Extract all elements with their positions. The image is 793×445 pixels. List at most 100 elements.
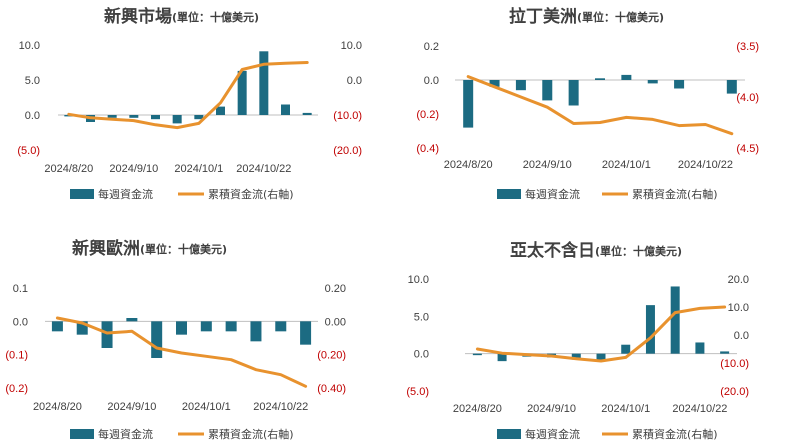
weekly-flow-bar [101, 321, 113, 348]
right-axis-tick-label: 0.00 [325, 316, 346, 328]
right-axis-tick-label: 10.0 [341, 40, 362, 52]
x-axis-tick-label: 2024/8/20 [44, 163, 93, 175]
right-axis-tick-label: 0.20 [325, 283, 346, 295]
weekly-flow-bar [621, 344, 631, 354]
legend-bar-swatch [497, 189, 521, 199]
cumulative-flow-line [67, 61, 309, 130]
left-axis-tick-label: 0.2 [424, 41, 439, 53]
right-axis-tick-label: (0.40) [317, 383, 346, 395]
cumulative-flow-line [475, 305, 727, 363]
legend-line-label: 累積資金流(右軸) [208, 427, 294, 441]
left-axis-tick-label: 0.0 [13, 316, 28, 328]
weekly-flow-bar [542, 80, 553, 101]
weekly-flow-bar [237, 70, 247, 115]
left-axis-tick-label: (0.1) [5, 350, 28, 362]
weekly-flow-bar [463, 80, 474, 128]
x-axis-tick-label: 2024/10/1 [602, 159, 651, 171]
weekly-flow-bar [670, 286, 680, 354]
right-axis-tick-label: (10.0) [720, 358, 749, 370]
legend-bar-swatch [70, 429, 94, 439]
x-axis-tick-label: 2024/9/10 [109, 163, 158, 175]
weekly-flow-bar [302, 112, 312, 115]
right-axis-tick-label: (10.0) [333, 110, 362, 122]
legend-line-label: 累積資金流(右軸) [208, 187, 294, 201]
weekly-flow-bar [200, 321, 212, 332]
weekly-flow-bar [595, 78, 605, 80]
x-axis-tick-label: 2024/10/22 [253, 401, 308, 413]
weekly-flow-bar [515, 80, 526, 91]
x-axis-tick-label: 2024/10/22 [672, 403, 727, 415]
x-axis-tick-label: 2024/8/20 [444, 159, 493, 171]
weekly-flow-bar [76, 321, 88, 335]
left-axis-tick-label: (0.2) [5, 383, 28, 395]
right-axis-tick-label: (3.5) [736, 41, 759, 53]
x-axis-tick-label: 2024/9/10 [107, 401, 156, 413]
weekly-flow-bar [275, 321, 287, 332]
weekly-flow-bar [695, 342, 705, 354]
x-axis-tick-label: 2024/9/10 [523, 159, 572, 171]
x-axis-tick-label: 2024/10/1 [182, 401, 231, 413]
legend-line-label: 累積資金流(右軸) [632, 427, 718, 441]
left-axis-tick-label: (0.4) [416, 143, 439, 155]
chart-svg-asia-pacific-ex-japan: 亞太不含日 (單位：十億美元) 10.0 5.0 0.0 (5.0) 20.0 10.0 0.0… [406, 240, 749, 441]
chart-emerging-europe: 新興歐洲 (單位：十億美元) 0.1 0.0 (0.1) (0.2) 0.20 0.00 (0.… [0, 222, 397, 445]
right-axis-tick-label: 20.0 [728, 274, 749, 286]
legend-bar-label: 每週資金流 [98, 427, 153, 441]
chart-unit: (單位：十億美元) [577, 10, 664, 24]
x-axis-tick-label: 2024/8/20 [453, 403, 502, 415]
weekly-flow-bar [568, 80, 579, 106]
chart-title: 新興歐洲 [72, 238, 140, 259]
weekly-flow-bar [194, 115, 204, 120]
legend-line-label: 累積資金流(右軸) [632, 187, 718, 201]
weekly-flow-bar [300, 321, 312, 345]
weekly-flow-bar [151, 321, 163, 358]
weekly-flow-bar [172, 115, 182, 124]
weekly-flow-bar [259, 51, 269, 115]
left-axis-tick-label: 0.1 [13, 283, 28, 295]
right-axis-tick-label: 0.0 [347, 75, 362, 87]
right-axis-tick-label: 0.0 [734, 330, 749, 342]
weekly-flow-bar [176, 321, 187, 335]
left-axis-tick-label: 0.0 [414, 349, 429, 361]
chart-unit: (單位：十億美元) [595, 244, 682, 258]
legend-bar-label: 每週資金流 [525, 187, 580, 201]
right-axis-tick-label: (20.0) [333, 145, 362, 157]
weekly-flow-bar [107, 115, 117, 118]
chart-svg-latin-america: 拉丁美洲 (單位：十億美元) 0.2 0.0 (0.2) (0.4) (3.5) (4.0) (… [416, 6, 759, 201]
x-axis-tick-label: 2024/8/20 [33, 401, 82, 413]
chart-latin-america: 拉丁美洲 (單位：十億美元) 0.2 0.0 (0.2) (0.4) (3.5) (4.0) (… [397, 0, 793, 222]
left-axis-tick-label: 5.0 [25, 75, 40, 87]
weekly-flow-bar [645, 305, 655, 354]
x-axis-tick-label: 2024/9/10 [527, 403, 576, 415]
left-axis-tick-label: 10.0 [19, 40, 40, 52]
left-axis-tick-label: 0.0 [25, 110, 40, 122]
right-axis-tick-label: (0.20) [317, 350, 346, 362]
weekly-flow-bar [647, 80, 658, 84]
weekly-flow-bar [489, 80, 500, 87]
right-axis-tick-label: (4.0) [736, 92, 759, 104]
right-axis-tick-label: 10.0 [728, 302, 749, 314]
left-axis-tick-label: 5.0 [414, 311, 429, 323]
right-axis-tick-label: (4.5) [736, 143, 759, 155]
x-axis-tick-label: 2024/10/22 [678, 159, 733, 171]
weekly-flow-bar [472, 353, 482, 356]
x-axis-tick-label: 2024/10/1 [174, 163, 223, 175]
cumulative-flow-line [55, 316, 308, 388]
chart-unit: (單位：十億美元) [172, 10, 259, 24]
cumulative-flow-line [466, 75, 734, 136]
x-axis-tick-label: 2024/10/22 [236, 163, 291, 175]
chart-svg-emerging-markets: 新興市場 (單位：十億美元) 10.0 5.0 0.0 (5.0) 10.0 0.0 (10.0… [17, 6, 362, 201]
chart-title: 亞太不含日 [510, 240, 595, 261]
weekly-flow-bar [497, 353, 507, 362]
weekly-flow-bar [621, 74, 632, 80]
left-axis-tick-label: (5.0) [17, 145, 40, 157]
legend-bar-swatch [70, 189, 94, 199]
weekly-flow-bar [720, 351, 730, 354]
left-axis-tick-label: (0.2) [416, 109, 439, 121]
left-axis-tick-label: 0.0 [424, 75, 439, 87]
weekly-flow-bar [126, 318, 138, 322]
chart-unit: (單位：十億美元) [140, 242, 227, 256]
weekly-flow-bar [571, 353, 581, 360]
left-axis-tick-label: (5.0) [406, 386, 429, 398]
weekly-flow-bar [225, 321, 237, 332]
